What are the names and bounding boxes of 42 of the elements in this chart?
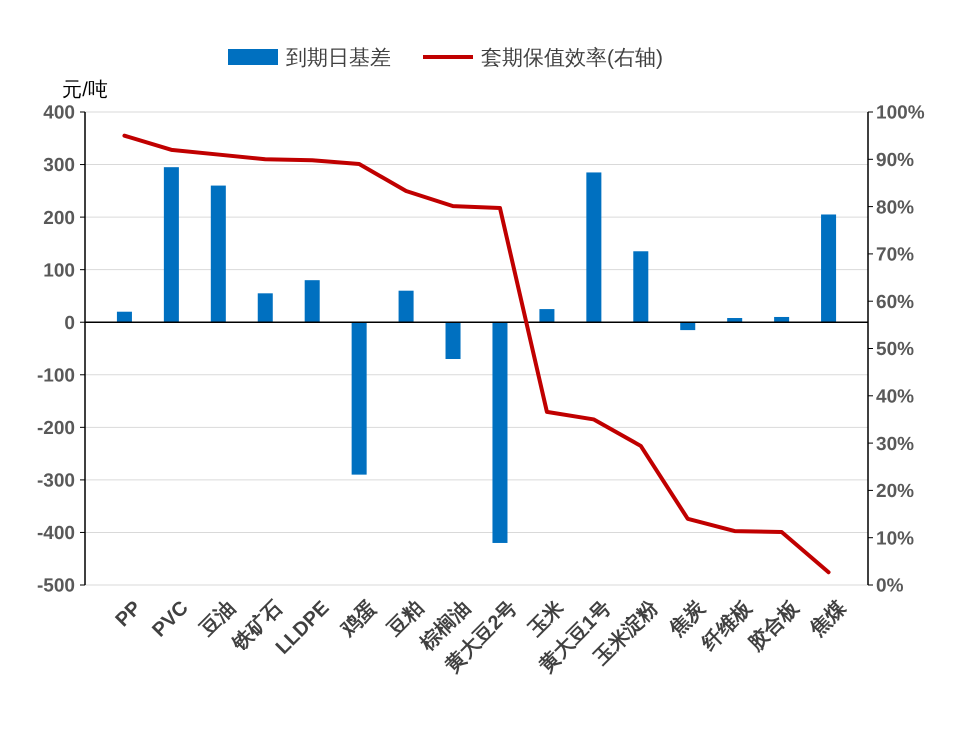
bar <box>352 322 367 475</box>
y-tick-label: 100 <box>43 260 75 282</box>
bar <box>539 309 554 322</box>
y-tick-label: -500 <box>36 576 75 597</box>
y2-tick-label: 70% <box>876 244 914 266</box>
y2-tick-label: 30% <box>876 434 914 455</box>
y-tick-label: 200 <box>43 208 75 229</box>
y2-tick-label: 100% <box>876 102 925 124</box>
bar <box>680 322 696 330</box>
x-tick-label: 焦煤 <box>805 596 851 642</box>
bar <box>446 322 461 360</box>
bar <box>116 312 132 322</box>
y-tick-label: 400 <box>43 102 75 124</box>
x-tick-label: 鸡蛋 <box>336 596 381 642</box>
y-tick-label: -400 <box>36 523 75 544</box>
bar <box>492 322 508 543</box>
y-tick-label: -300 <box>36 470 75 492</box>
y2-tick-label: 20% <box>876 481 914 502</box>
line-series <box>122 134 831 574</box>
y-axis-title: 元/吨 <box>62 79 108 101</box>
x-tick-label: PP <box>111 596 146 632</box>
y2-tick-label: 80% <box>876 197 914 218</box>
bar <box>586 172 602 322</box>
y-tick-label: -200 <box>36 418 75 439</box>
y2-tick-label: 50% <box>876 339 914 360</box>
bar <box>304 280 320 322</box>
y2-tick-label: 10% <box>876 528 914 550</box>
bar <box>258 293 273 322</box>
y2-tick-label: 90% <box>876 150 914 171</box>
legend-label: 到期日基差 <box>286 46 391 70</box>
bar <box>633 251 648 322</box>
bar <box>398 290 414 322</box>
legend-label: 套期保值效率(右轴) <box>481 46 663 70</box>
bar <box>164 167 179 322</box>
y-tick-label: -100 <box>36 365 75 386</box>
bar <box>821 214 836 322</box>
y2-tick-label: 0% <box>876 576 904 597</box>
y-tick-label: 0 <box>64 312 75 334</box>
y2-tick-label: 40% <box>876 386 914 408</box>
y-tick-label: 300 <box>43 155 75 176</box>
bar <box>210 186 226 322</box>
y2-tick-label: 60% <box>876 292 914 313</box>
